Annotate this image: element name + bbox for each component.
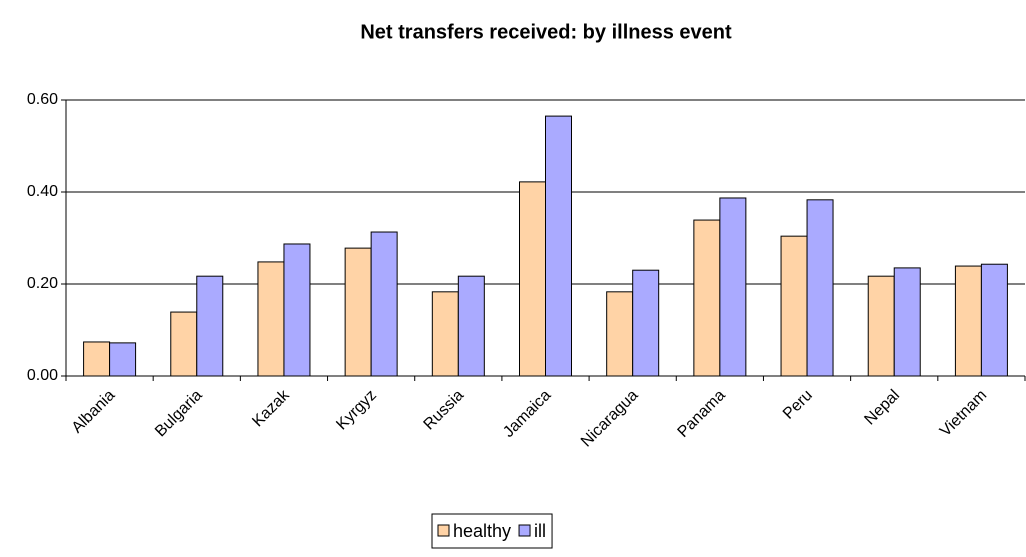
y-tick-label: 0.60 — [27, 91, 58, 108]
bar — [632, 269, 660, 377]
x-tick-label: Kazak — [249, 386, 293, 430]
x-tick-label: Nicaragua — [578, 387, 642, 451]
x-tick-label: Vietnam — [937, 387, 990, 440]
x-tick-label: Panama — [675, 387, 729, 441]
legend-label: ill — [534, 521, 546, 541]
bar — [457, 275, 485, 377]
chart-title: Net transfers received: by illness event — [360, 21, 732, 43]
bar — [283, 243, 311, 377]
bar — [693, 219, 721, 377]
bar — [344, 247, 372, 377]
bar — [893, 267, 921, 377]
bar — [196, 275, 224, 377]
legend-box — [431, 513, 553, 549]
x-tick-label: Jamaica — [500, 387, 554, 441]
bar — [954, 265, 982, 377]
legend-label: healthy — [453, 521, 511, 541]
bar — [257, 261, 285, 377]
bar — [545, 115, 572, 377]
legend-swatch — [518, 524, 531, 537]
x-tick-label: Peru — [780, 387, 816, 423]
bar — [431, 291, 459, 377]
bar — [170, 311, 198, 377]
bar — [806, 199, 834, 377]
bar — [867, 275, 895, 377]
x-tick-label: Albania — [69, 387, 119, 437]
y-tick-label: 0.40 — [27, 183, 58, 200]
bar — [719, 197, 747, 377]
bar — [780, 235, 808, 377]
bar — [83, 341, 111, 377]
y-tick-label: 0.00 — [27, 367, 58, 384]
x-tick-label: Kyrgyz — [333, 387, 380, 434]
x-tick-label: Bulgaria — [152, 387, 206, 441]
y-tick-label: 0.20 — [27, 275, 58, 292]
x-tick-label: Russia — [421, 387, 468, 434]
bar — [370, 231, 398, 377]
legend-swatch — [437, 524, 450, 537]
bar — [519, 181, 546, 377]
x-tick-label: Nepal — [861, 387, 903, 429]
legend: healthy ill — [431, 513, 553, 549]
bar — [606, 291, 634, 377]
bar — [109, 342, 137, 377]
bar — [980, 263, 1008, 377]
